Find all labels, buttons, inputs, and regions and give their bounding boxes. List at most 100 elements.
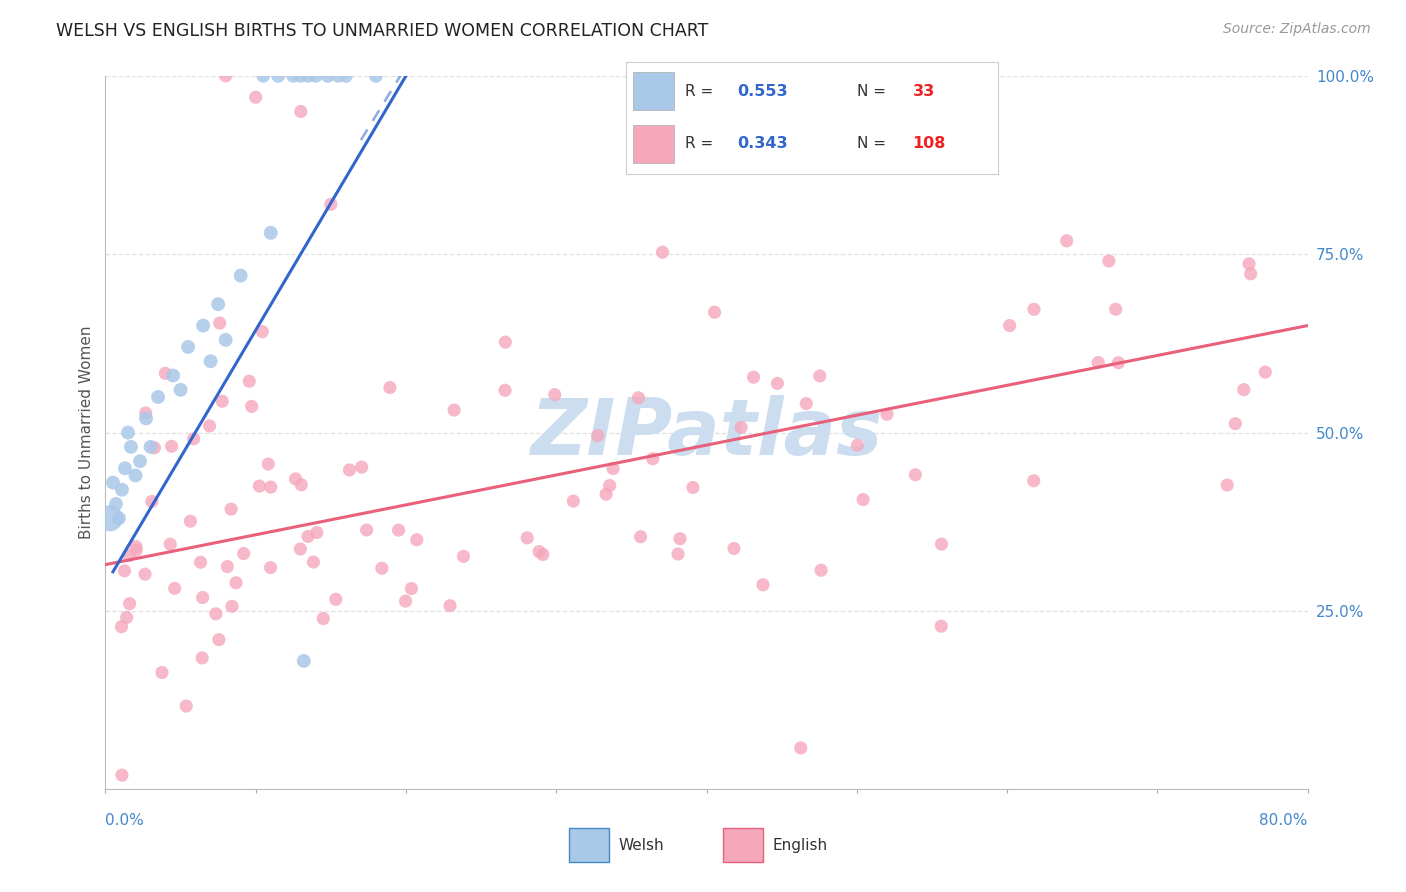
Point xyxy=(267,69,290,83)
Point xyxy=(302,555,325,569)
Point xyxy=(904,467,927,482)
Text: 0.553: 0.553 xyxy=(738,84,789,99)
Point xyxy=(163,582,186,596)
Point xyxy=(221,599,243,614)
Point xyxy=(494,335,516,350)
Point xyxy=(595,487,617,501)
Text: 108: 108 xyxy=(912,136,946,152)
Point xyxy=(335,69,357,83)
Point xyxy=(305,525,328,540)
Point xyxy=(1237,257,1260,271)
Point xyxy=(562,494,585,508)
Point xyxy=(439,599,461,613)
Text: R =: R = xyxy=(685,136,718,152)
Point xyxy=(200,354,222,368)
Point xyxy=(110,620,132,634)
Point xyxy=(260,226,283,240)
Point xyxy=(207,297,229,311)
Point xyxy=(401,582,423,596)
Point xyxy=(931,537,953,551)
Point xyxy=(602,461,624,475)
Point xyxy=(191,591,214,605)
Point xyxy=(725,76,748,90)
Point xyxy=(179,514,201,528)
Point xyxy=(766,376,789,391)
Point xyxy=(1087,355,1109,369)
Point xyxy=(808,368,831,383)
Point xyxy=(129,454,152,468)
Point xyxy=(115,610,138,624)
Point xyxy=(723,541,745,556)
Point xyxy=(120,440,142,454)
Text: N =: N = xyxy=(856,84,890,99)
Bar xyxy=(568,828,609,863)
Point xyxy=(790,740,813,755)
Point xyxy=(174,699,197,714)
Point xyxy=(219,502,242,516)
Text: 0.343: 0.343 xyxy=(738,136,789,152)
Point xyxy=(104,497,127,511)
Point xyxy=(191,651,214,665)
Point xyxy=(160,439,183,453)
Point xyxy=(111,483,134,497)
Point xyxy=(815,69,838,83)
Point xyxy=(443,403,465,417)
Point xyxy=(205,607,228,621)
Point xyxy=(630,530,652,544)
Point xyxy=(214,69,236,83)
Point xyxy=(394,594,416,608)
Point xyxy=(669,532,692,546)
Point xyxy=(290,104,312,119)
Point xyxy=(191,318,214,333)
Point xyxy=(453,549,475,564)
Point xyxy=(641,451,664,466)
Text: 80.0%: 80.0% xyxy=(1260,814,1308,828)
Point xyxy=(350,460,373,475)
Point xyxy=(1254,365,1277,379)
Point xyxy=(730,420,752,434)
Point xyxy=(155,367,177,381)
Point xyxy=(118,549,141,563)
Point xyxy=(544,387,567,401)
Point xyxy=(150,665,173,680)
Point xyxy=(290,69,312,83)
Point xyxy=(494,384,516,398)
Point xyxy=(124,468,146,483)
Point xyxy=(252,325,274,339)
Point xyxy=(1225,417,1247,431)
Point xyxy=(214,333,236,347)
Point xyxy=(371,561,394,575)
Point xyxy=(1105,302,1128,317)
Point xyxy=(177,340,200,354)
Point xyxy=(118,597,141,611)
Point xyxy=(238,374,260,388)
Point xyxy=(1022,302,1045,317)
Point xyxy=(143,441,166,455)
Point xyxy=(378,380,401,394)
Point xyxy=(159,537,181,551)
Point xyxy=(217,559,239,574)
Point xyxy=(696,69,718,83)
Point xyxy=(527,544,550,558)
Text: WELSH VS ENGLISH BIRTHS TO UNMARRIED WOMEN CORRELATION CHART: WELSH VS ENGLISH BIRTHS TO UNMARRIED WOM… xyxy=(56,22,709,40)
Point xyxy=(111,768,134,782)
Point xyxy=(198,419,221,434)
Point xyxy=(98,511,121,525)
Point xyxy=(325,592,347,607)
Y-axis label: Births to Unmarried Women: Births to Unmarried Women xyxy=(79,326,94,540)
Point xyxy=(876,407,898,421)
Point xyxy=(405,533,427,547)
Point xyxy=(682,481,704,495)
Point xyxy=(1107,356,1129,370)
Point xyxy=(794,396,817,410)
Point xyxy=(319,197,342,211)
Text: 33: 33 xyxy=(912,84,935,99)
Point xyxy=(599,478,621,492)
Point xyxy=(305,69,328,83)
Point xyxy=(846,438,869,452)
Point xyxy=(1233,383,1256,397)
Point xyxy=(703,305,725,319)
Point xyxy=(364,69,387,83)
Point xyxy=(531,548,554,562)
Point xyxy=(135,406,157,420)
